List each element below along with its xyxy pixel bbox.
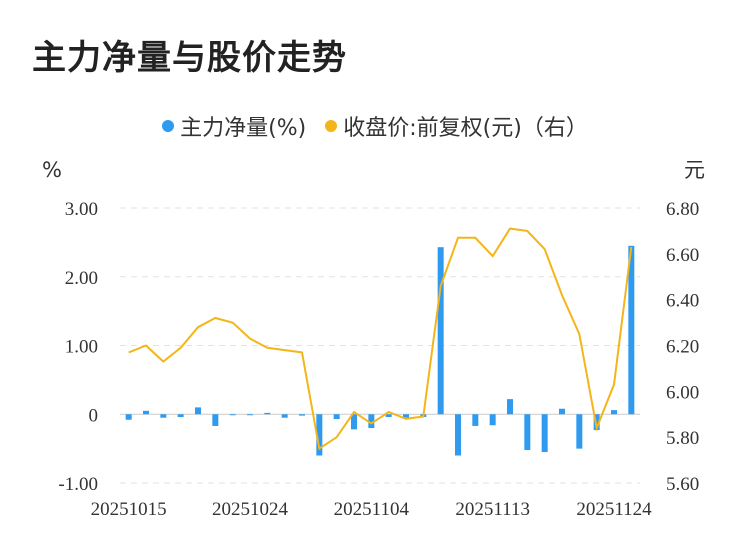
net-bar[interactable] [576,414,583,449]
net-bar[interactable] [229,414,236,416]
x-tick-label: 20251104 [334,499,410,520]
legend-item-price[interactable]: 收盘价:前复权(元)（右） [325,110,588,142]
net-bar[interactable] [559,408,565,415]
right-tick-label: 6.20 [666,337,699,358]
net-bars [125,245,635,456]
net-bar[interactable] [507,399,513,415]
price-line [128,227,633,451]
net-bar[interactable] [351,414,357,430]
net-bar[interactable] [125,414,132,420]
net-bar[interactable] [385,414,392,417]
legend-dot-net-icon [162,120,175,132]
right-tick-label: 6.60 [666,245,699,266]
legend-dot-price-icon [325,120,338,132]
net-bar[interactable] [593,414,600,431]
net-bar[interactable] [143,410,149,415]
net-bar[interactable] [489,414,496,426]
net-bar[interactable] [264,412,271,415]
chart-title: 主力净量与股价走势 [32,38,347,78]
legend-label-net: 主力净量(%) [180,116,307,141]
net-bar[interactable] [541,414,548,453]
net-bar[interactable] [472,414,479,426]
net-bar[interactable] [195,407,201,415]
net-bar[interactable] [316,414,323,456]
net-bar[interactable] [281,414,288,418]
legend-item-net[interactable]: 主力净量(%) [162,110,306,142]
left-tick-label: 2.00 [65,268,98,289]
x-axis-ticks: 20251015 20251024 20251104 20251113 20251124 [91,499,652,520]
net-bar[interactable] [333,414,340,420]
net-bar[interactable] [160,414,167,418]
left-tick-label: -1.00 [58,474,98,495]
net-bar[interactable] [455,414,461,456]
left-axis-ticks: -1.00 0 1.00 2.00 3.00 [58,199,98,495]
right-axis-unit: 元 [684,158,705,182]
net-bar[interactable] [212,414,219,426]
right-tick-label: 5.80 [666,428,699,449]
right-tick-label: 6.80 [666,199,699,220]
legend: 主力净量(%) 收盘价:前复权(元)（右） [0,110,750,142]
x-tick-label: 20251124 [576,499,652,520]
right-tick-label: 6.40 [666,291,699,312]
left-tick-label: 3.00 [65,199,98,220]
right-axis-ticks: 5.60 5.80 6.00 6.20 6.40 6.60 6.80 [666,199,699,495]
legend-label-price: 收盘价:前复权(元)（右） [343,116,588,141]
left-tick-label: 1.00 [65,337,98,358]
net-bar[interactable] [437,247,444,415]
net-bar[interactable] [628,245,635,415]
net-bar[interactable] [403,414,409,418]
right-tick-label: 6.00 [666,382,699,403]
net-bar[interactable] [368,414,375,428]
grid-lines [120,207,640,484]
net-bar[interactable] [177,414,184,417]
x-tick-label: 20251113 [455,499,530,520]
net-bar[interactable] [299,414,305,416]
x-tick-label: 20251024 [212,499,289,520]
left-axis-unit: % [42,158,62,182]
left-tick-label: 0 [89,405,99,426]
x-tick-label: 20251015 [91,499,167,520]
net-bar[interactable] [611,410,617,415]
net-bar[interactable] [247,414,253,416]
right-tick-label: 5.60 [666,474,699,495]
net-bar[interactable] [524,414,531,450]
